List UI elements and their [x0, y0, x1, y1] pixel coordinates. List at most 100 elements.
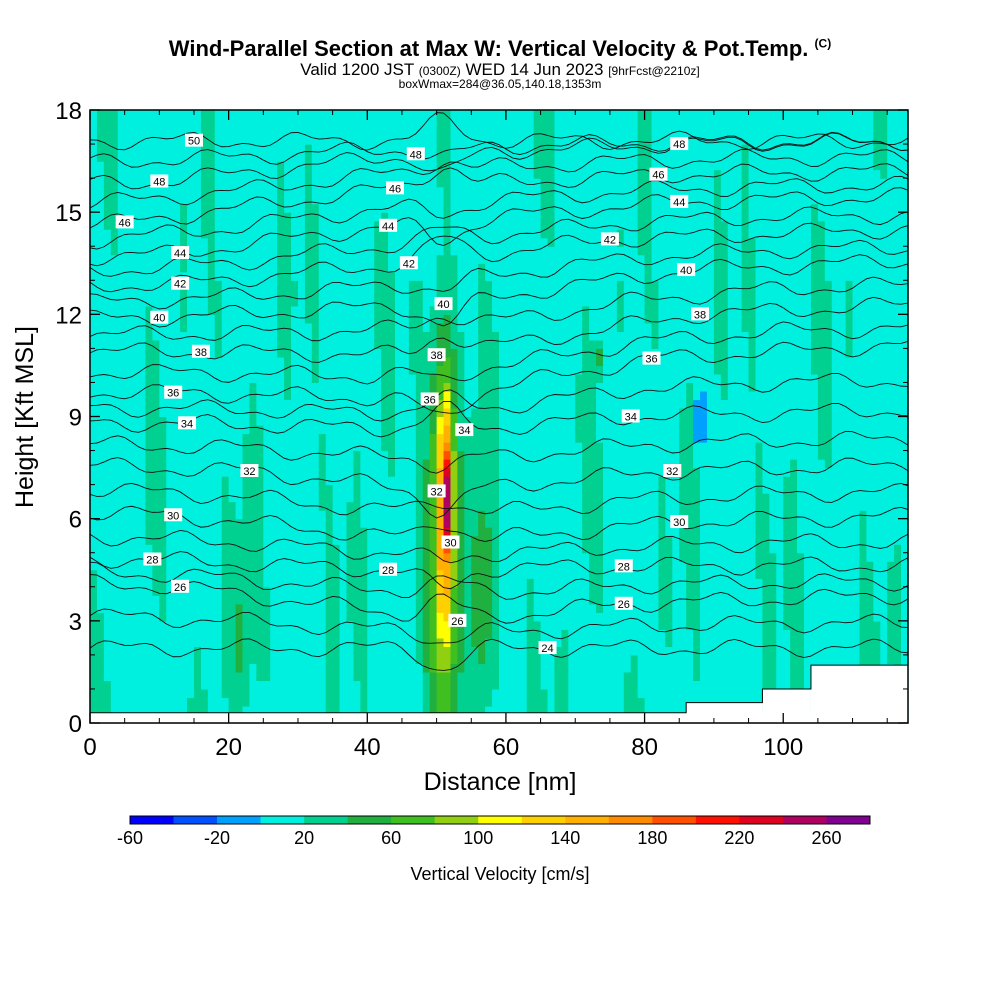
heatmap-cell — [207, 476, 216, 486]
heatmap-cell — [374, 501, 382, 511]
heatmap-cell — [339, 288, 348, 298]
heatmap-cell — [187, 212, 195, 222]
heatmap-cell — [415, 186, 424, 196]
heatmap-cell — [339, 152, 348, 162]
heatmap-cell — [547, 603, 556, 613]
heatmap-cell — [263, 118, 271, 128]
heatmap-cell — [332, 603, 341, 613]
heatmap-cell — [221, 152, 230, 162]
heatmap-cell — [464, 544, 472, 554]
heatmap-cell — [401, 680, 410, 690]
heatmap-cell — [332, 663, 341, 673]
heatmap-cell — [152, 373, 160, 384]
heatmap-cell — [131, 476, 140, 486]
heatmap-cell — [277, 271, 285, 281]
heatmap-cell — [533, 552, 542, 562]
heatmap-cell — [512, 518, 521, 528]
heatmap-cell — [159, 390, 167, 401]
heatmap-cell — [159, 544, 167, 554]
heatmap-cell — [200, 178, 209, 188]
heatmap-cell — [277, 407, 285, 418]
heatmap-cell — [173, 339, 181, 349]
heatmap-cell — [242, 484, 251, 494]
heatmap-cell — [304, 254, 313, 264]
heatmap-cell — [297, 578, 306, 588]
heatmap-cell — [360, 663, 368, 673]
heatmap-cell — [145, 203, 153, 213]
heatmap-cell — [311, 271, 320, 281]
heatmap-cell — [505, 288, 514, 298]
heatmap-cell — [110, 195, 119, 205]
heatmap-cell — [180, 110, 188, 120]
heatmap-cell — [235, 144, 244, 154]
heatmap-cell — [180, 305, 188, 315]
heatmap-cell — [249, 425, 257, 435]
heatmap-cell — [471, 314, 479, 324]
heatmap-cell — [166, 688, 174, 699]
heatmap-cell — [242, 382, 251, 392]
heatmap-cell — [422, 110, 431, 120]
heatmap-cell — [256, 663, 264, 673]
heatmap-cell — [339, 144, 348, 154]
heatmap-cell — [401, 646, 410, 656]
heatmap-cell — [519, 646, 528, 656]
heatmap-cell — [200, 697, 209, 707]
heatmap-cell — [297, 561, 306, 571]
heatmap-cell — [304, 595, 313, 605]
heatmap-cell — [311, 646, 320, 656]
heatmap-cell — [291, 535, 299, 545]
heatmap-cell — [96, 595, 105, 605]
heatmap-cell — [263, 280, 271, 290]
heatmap-cell — [173, 161, 181, 171]
heatmap-cell — [485, 527, 493, 537]
heatmap-cell — [256, 195, 264, 205]
heatmap-cell — [145, 671, 153, 682]
heatmap-cell — [408, 271, 417, 281]
heatmap-cell — [457, 493, 465, 503]
heatmap-cell — [180, 433, 188, 443]
heatmap-cell — [401, 212, 410, 222]
heatmap-cell — [547, 688, 556, 699]
heatmap-cell — [193, 271, 202, 281]
heatmap-cell — [395, 144, 403, 154]
heatmap-cell — [277, 663, 285, 673]
heatmap-cell — [166, 637, 174, 647]
heatmap-cell — [193, 433, 202, 443]
heatmap-cell — [485, 382, 493, 392]
heatmap-cell — [429, 407, 438, 418]
heatmap-cell — [505, 484, 514, 494]
heatmap-cell — [346, 535, 355, 545]
heatmap-cell — [367, 433, 375, 443]
heatmap-cell — [554, 561, 562, 571]
heatmap-cell — [388, 518, 396, 528]
heatmap-cell — [124, 237, 133, 247]
heatmap-cell — [568, 578, 576, 588]
heatmap-cell — [187, 246, 195, 256]
heatmap-cell — [159, 654, 167, 664]
heatmap-cell — [297, 237, 306, 247]
heatmap-cell — [332, 322, 341, 332]
heatmap-cell — [388, 288, 396, 298]
heatmap-cell — [325, 595, 334, 605]
heatmap-cell — [200, 646, 209, 656]
heatmap-cell — [540, 518, 549, 528]
heatmap-cell — [381, 518, 389, 528]
heatmap-cell — [110, 161, 119, 171]
heatmap-cell — [408, 705, 417, 716]
heatmap-cell — [325, 484, 334, 494]
heatmap-cell — [353, 212, 361, 222]
heatmap-cell — [200, 459, 209, 469]
heatmap-cell — [207, 484, 216, 494]
heatmap-cell — [332, 595, 341, 605]
heatmap-cell — [90, 561, 98, 571]
heatmap-cell — [388, 680, 396, 690]
heatmap-cell — [415, 425, 424, 435]
heatmap-cell — [415, 263, 424, 273]
heatmap-cell — [110, 331, 119, 341]
heatmap-cell — [180, 263, 188, 273]
heatmap-cell — [117, 195, 126, 205]
heatmap-cell — [263, 612, 271, 622]
heatmap-cell — [492, 518, 500, 528]
heatmap-cell — [263, 297, 271, 307]
heatmap-cell — [124, 612, 133, 622]
